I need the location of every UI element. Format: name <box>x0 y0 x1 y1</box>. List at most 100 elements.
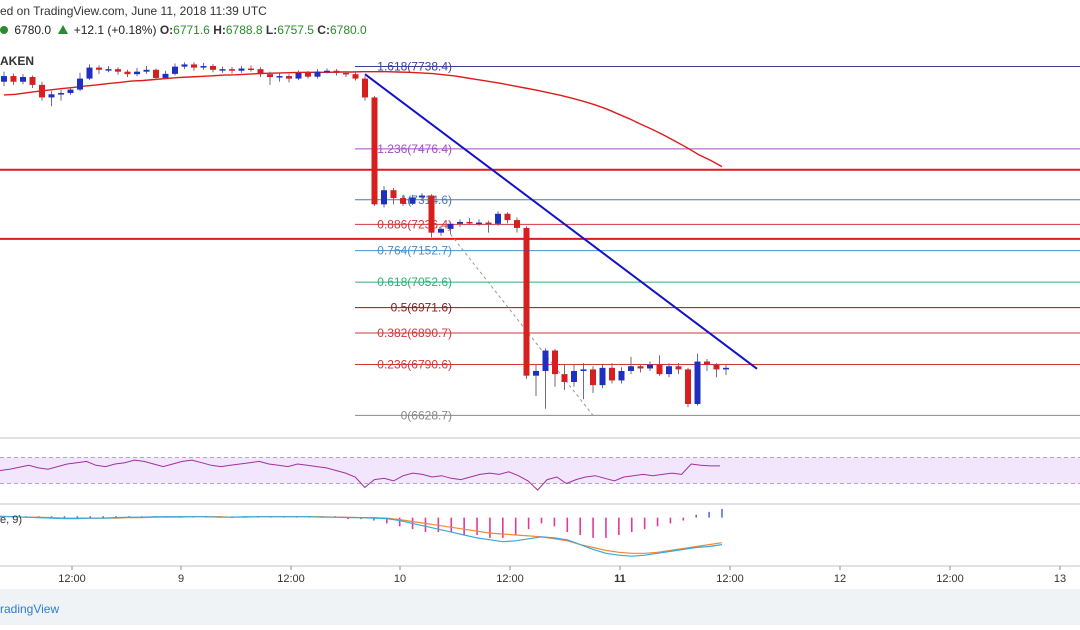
candle-body <box>248 68 254 71</box>
rsi-line <box>0 459 720 491</box>
candle-body <box>124 71 131 75</box>
macd-params-label: e, 9) <box>0 514 23 526</box>
macd-line <box>0 515 723 557</box>
close-label: C: <box>317 23 330 37</box>
candle-body <box>561 374 568 382</box>
candle-body <box>618 370 625 381</box>
candle-body <box>723 367 729 370</box>
x-tick-label: 12:00 <box>496 573 524 585</box>
candle-body <box>105 69 112 71</box>
candle-body <box>352 74 359 79</box>
candle-body <box>20 77 26 82</box>
fib-label: 0.236(6790.6) <box>377 357 452 371</box>
candle-body <box>276 76 283 78</box>
tradingview-brand-link[interactable]: radingView <box>0 602 60 616</box>
fib-label: 0.618(7052.6) <box>377 275 452 289</box>
fib-label: 1.236(7476.4) <box>377 142 452 156</box>
fib-label: 0(6628.7) <box>401 408 452 422</box>
candle-body <box>713 364 720 370</box>
candle-body <box>96 67 102 70</box>
exchange-label: AKEN <box>0 54 35 68</box>
trend-line <box>364 73 758 370</box>
candle-body <box>191 64 197 68</box>
candle-body <box>523 227 530 376</box>
rsi-band <box>0 457 1080 484</box>
candle-body <box>656 364 663 375</box>
candle-body <box>704 361 710 365</box>
fib-label: 0.764(7152.7) <box>377 244 452 258</box>
fib-label: 1(7314.6) <box>401 193 452 207</box>
x-tick-label: 12:00 <box>277 573 305 585</box>
high-value: 6788.8 <box>225 23 263 37</box>
candle-body <box>419 195 425 198</box>
candle-body <box>495 213 501 224</box>
published-caption: ed on TradingView.com, June 11, 2018 11:… <box>0 4 267 18</box>
candle-body <box>29 77 36 85</box>
candle-body <box>305 72 311 77</box>
low-label: L: <box>265 23 278 37</box>
open-value: 6771.6 <box>173 23 210 37</box>
candle-body <box>219 69 226 71</box>
candle-body <box>314 71 321 77</box>
fib-label: 0.382(6890.7) <box>377 326 452 340</box>
x-tick-label: 12 <box>834 573 846 585</box>
candle-body <box>39 84 45 98</box>
candle-body <box>48 94 55 98</box>
candle-body <box>181 64 188 67</box>
candle-body <box>542 350 549 371</box>
candle-body <box>447 223 454 229</box>
last-price: 6780.0 <box>14 23 52 37</box>
macd-signal-line <box>0 516 723 554</box>
triangle-up-icon <box>58 25 69 34</box>
candle-body <box>466 221 473 224</box>
candle-body <box>457 221 463 224</box>
candle-body <box>286 76 292 79</box>
published-text: ed on TradingView.com, June 11, 2018 11:… <box>0 4 267 18</box>
candle-body <box>115 69 121 72</box>
open-label: O: <box>159 23 174 37</box>
candle-body <box>552 350 558 375</box>
candle-body <box>238 68 245 71</box>
candle-body <box>485 222 492 225</box>
candle-body <box>504 213 511 221</box>
candle-body <box>637 366 644 369</box>
candle-body <box>400 198 406 204</box>
candle-body <box>571 370 577 382</box>
candle-body <box>694 361 701 404</box>
fib-guide-line <box>450 233 594 416</box>
candle-body <box>371 97 378 205</box>
candle-body <box>200 66 207 68</box>
footer-bar <box>0 589 1080 625</box>
candle-body <box>438 228 444 233</box>
candle-body <box>580 369 587 371</box>
candle-body <box>390 190 397 199</box>
candle-body <box>257 69 264 75</box>
candle-body <box>210 66 216 70</box>
candle-body <box>409 197 416 204</box>
candle-body <box>362 78 368 98</box>
x-tick-label: 9 <box>178 573 184 585</box>
green-dot-icon <box>0 26 8 34</box>
candle-body <box>172 66 178 74</box>
fib-label: 1.618(7738.4) <box>377 60 452 74</box>
price-change: +12.1 (+0.18%) <box>73 23 157 37</box>
candle-body <box>533 370 539 376</box>
candle-body <box>1 76 7 82</box>
high-label: H: <box>213 23 226 37</box>
candle-body <box>675 366 682 370</box>
fib-label: 0.5(6971.6) <box>391 301 452 315</box>
close-value: 6780.0 <box>329 23 367 37</box>
candle-body <box>267 74 273 78</box>
candle-body <box>67 89 74 94</box>
x-tick-label: 13 <box>1054 573 1066 585</box>
candle-body <box>295 72 302 79</box>
x-tick-label: 12:00 <box>716 573 744 585</box>
candle-body <box>153 69 159 78</box>
candle-body <box>58 93 64 95</box>
price-pane <box>0 44 1080 437</box>
candle-body <box>333 70 340 73</box>
candle-body <box>162 73 169 78</box>
candle-body <box>685 369 691 404</box>
